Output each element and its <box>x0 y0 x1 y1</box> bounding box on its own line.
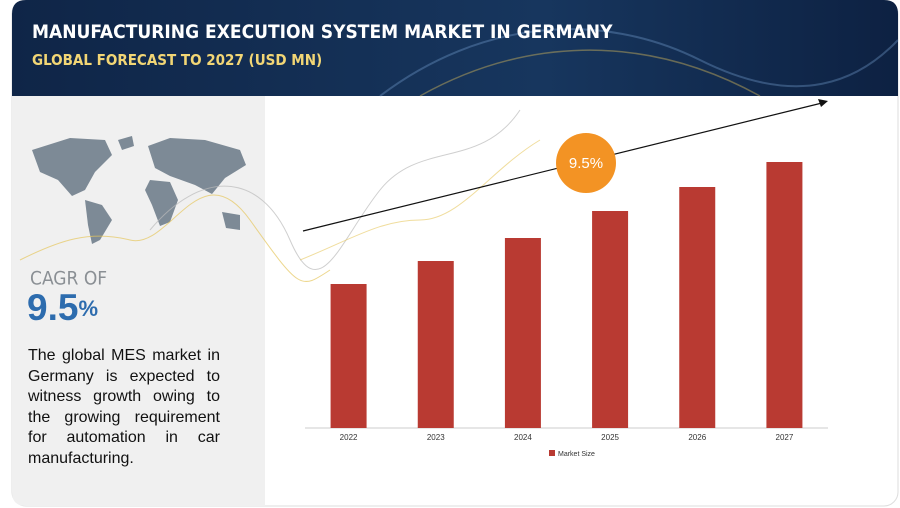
header-decor <box>379 28 899 97</box>
annotation: 9.5% <box>569 155 603 172</box>
x-tick-label: 2023 <box>427 433 445 442</box>
bar <box>592 211 629 428</box>
x-tick-label: 2027 <box>776 433 794 442</box>
legend-swatch <box>549 450 555 456</box>
decor-curve <box>19 194 331 282</box>
trend-arrow-head <box>818 99 828 107</box>
world-map <box>32 136 246 244</box>
subtitle: GLOBAL FORECAST TO 2027 (USD MN) <box>32 51 323 69</box>
legend-label: Market Size <box>558 451 595 458</box>
header-band <box>12 0 898 96</box>
bar <box>330 284 367 428</box>
sidebar-panel <box>12 96 265 506</box>
x-tick-label: 2024 <box>514 433 532 442</box>
decor-curve <box>149 109 521 270</box>
bar <box>417 261 454 428</box>
x-tick-label: 2025 <box>601 433 619 442</box>
cagr-unit: % <box>78 296 98 321</box>
header-decor <box>419 49 761 97</box>
cagr-number: 9.5 <box>27 287 78 328</box>
bar <box>766 162 803 428</box>
cagr-value: 9.5% <box>27 287 98 328</box>
bar <box>679 187 716 428</box>
x-tick-label: 2026 <box>688 433 706 442</box>
title: MANUFACTURING EXECUTION SYSTEM MARKET IN… <box>32 21 613 43</box>
annotation-bubble <box>556 133 616 193</box>
x-tick-label: 2022 <box>340 433 358 442</box>
bar <box>504 238 541 428</box>
cagr-label: CAGR OF <box>30 268 107 290</box>
decor-curve <box>299 139 541 261</box>
description: The global MES market in Germany is expe… <box>28 347 220 467</box>
